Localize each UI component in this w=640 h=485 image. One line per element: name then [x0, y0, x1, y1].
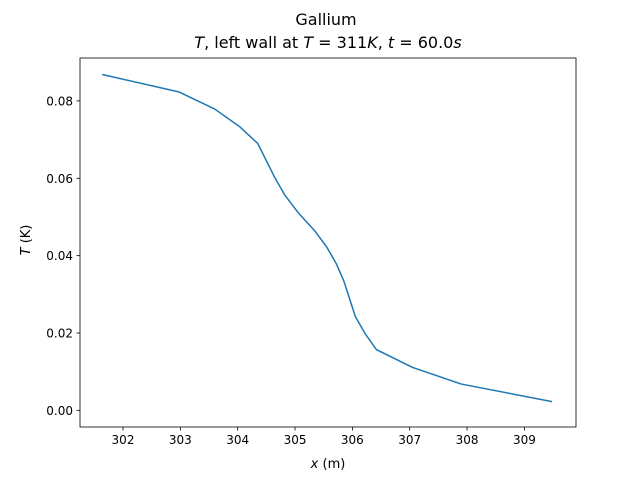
- axes-frame: [80, 58, 576, 427]
- x-tick-label: 307: [398, 433, 421, 447]
- chart-title: Gallium: [295, 10, 356, 29]
- y-tick-label: 0.00: [46, 404, 73, 418]
- x-tick-label: 308: [456, 433, 479, 447]
- x-tick-label: 304: [226, 433, 249, 447]
- x-axis-label: x (m): [310, 457, 346, 472]
- x-tick-label: 309: [513, 433, 536, 447]
- y-tick-label: 0.02: [46, 327, 73, 341]
- y-axis-label: T (K): [19, 225, 34, 256]
- series-line: [103, 75, 551, 402]
- y-tick-label: 0.08: [46, 94, 73, 108]
- y-tick-label: 0.06: [46, 172, 73, 186]
- plot-area: 302 303 304 305 306 307 308 309 0.00 0.02 0.04 0.06…: [46, 58, 576, 447]
- x-tick-label: 306: [341, 433, 364, 447]
- y-tick-label: 0.04: [46, 249, 73, 263]
- x-tick-label: 305: [284, 433, 307, 447]
- chart-subtitle: T, left wall at T = 311K, t = 60.0s: [194, 33, 461, 52]
- x-tick-label: 302: [112, 433, 135, 447]
- x-tick-label: 303: [169, 433, 192, 447]
